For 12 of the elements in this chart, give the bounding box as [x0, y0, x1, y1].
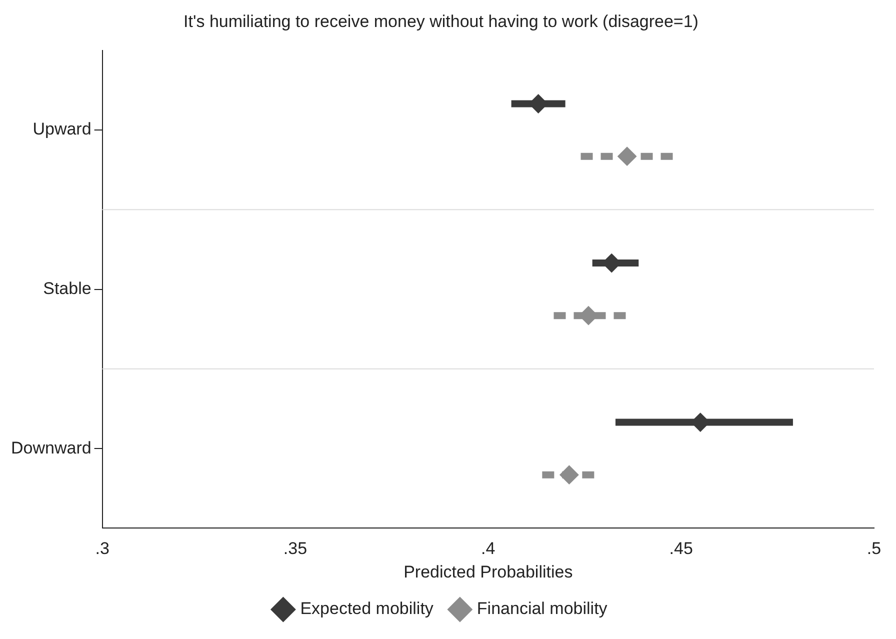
legend-label: Financial mobility — [476, 599, 608, 618]
y-tick-label: Stable — [43, 278, 92, 298]
x-tick-label: .5 — [866, 539, 882, 558]
x-tick-label: .3 — [95, 539, 110, 558]
x-tick-label: .4 — [481, 539, 496, 558]
y-tick-label: Upward — [32, 120, 92, 139]
x-tick-label: .35 — [283, 539, 308, 558]
x-tick-label: .45 — [669, 539, 693, 558]
y-tick-label: Downward — [11, 438, 92, 458]
x-axis-title: Predicted Probabilities — [404, 562, 573, 582]
legend-label: Expected mobility — [300, 599, 434, 618]
chart-title: It's humiliating to receive money without having to work (disagree=1) — [184, 12, 698, 31]
